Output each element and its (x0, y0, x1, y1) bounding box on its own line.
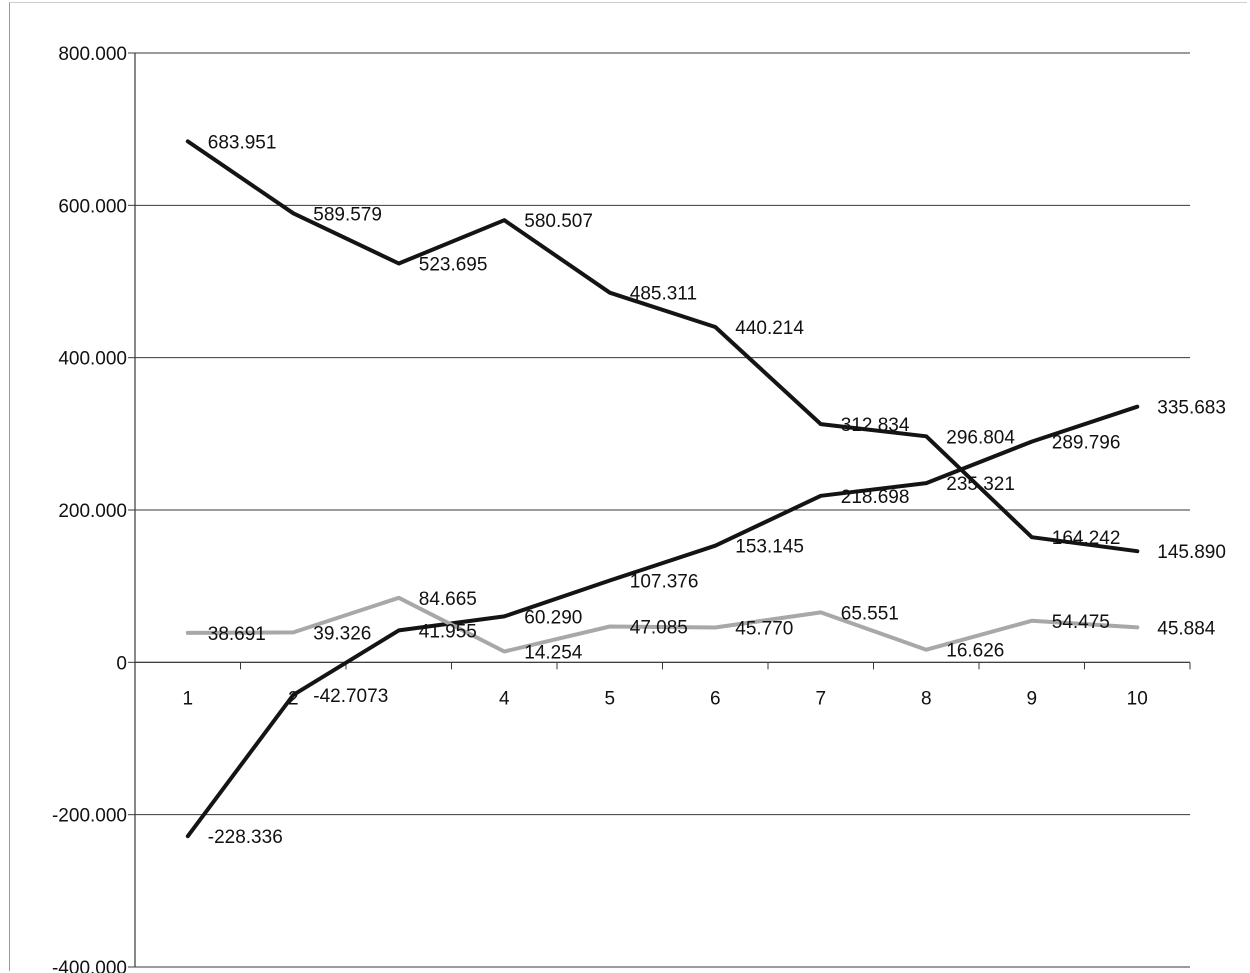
x-tick-label: 1 (182, 688, 193, 709)
y-tick-label: 600.000 (58, 196, 127, 217)
data-label: -228.336 (208, 827, 283, 848)
data-point (608, 291, 612, 295)
data-label: 16.626 (946, 641, 1004, 662)
x-tick-label: 10 (1127, 688, 1148, 709)
data-label: 164.242 (1052, 528, 1121, 549)
data-point (397, 261, 401, 265)
data-point (819, 610, 823, 614)
data-point (291, 211, 295, 215)
data-label: 523.695 (419, 254, 488, 275)
data-point (713, 625, 717, 629)
data-point (924, 481, 928, 485)
data-point (608, 579, 612, 583)
series-line-1 (185, 139, 1140, 554)
data-label: 296.804 (946, 427, 1015, 448)
data-label: 683.951 (208, 132, 277, 153)
x-tick-label: 5 (604, 688, 615, 709)
data-point (819, 494, 823, 498)
data-label: 54.475 (1052, 612, 1110, 633)
data-label: 39.326 (313, 623, 371, 644)
x-tick-label: 4 (499, 688, 510, 709)
data-label: 60.290 (524, 607, 582, 628)
data-label: 145.890 (1157, 542, 1226, 563)
data-label: 218.698 (841, 487, 910, 508)
data-label: 440.214 (735, 318, 804, 339)
data-point (502, 218, 506, 222)
data-point (1030, 619, 1034, 623)
y-tick-label: 0 (116, 653, 127, 674)
data-point (186, 631, 190, 635)
data-label: 580.507 (524, 211, 593, 232)
data-point (1135, 549, 1139, 553)
data-label: 107.376 (630, 572, 699, 593)
data-label: 153.145 (735, 537, 804, 558)
y-tick-label: 400.000 (58, 349, 127, 370)
x-tick-label: 2 (288, 688, 299, 709)
y-tick-label: -200.000 (52, 806, 127, 827)
data-label: 41.955 (419, 621, 477, 642)
data-point (1135, 405, 1139, 409)
data-point (819, 422, 823, 426)
data-point (186, 834, 190, 838)
x-tick-label: 7 (815, 688, 826, 709)
data-point (502, 614, 506, 618)
data-point (397, 596, 401, 600)
data-label: 335.683 (1157, 398, 1226, 419)
y-tick-label: 200.000 (58, 501, 127, 522)
data-point (1135, 625, 1139, 629)
data-point (502, 649, 506, 653)
data-point (1030, 440, 1034, 444)
data-point (1030, 535, 1034, 539)
x-tick-label: 8 (921, 688, 932, 709)
data-label: 312.834 (841, 415, 910, 436)
data-label: 65.551 (841, 603, 899, 624)
data-label: 289.796 (1052, 433, 1121, 454)
data-label: 235.321 (946, 474, 1015, 495)
data-point (291, 693, 295, 697)
data-label: 84.665 (419, 589, 477, 610)
data-label: 45.884 (1157, 618, 1216, 639)
data-point (713, 325, 717, 329)
data-point (924, 434, 928, 438)
y-tick-label: 800.000 (58, 44, 127, 65)
series-line-2 (185, 404, 1140, 839)
y-tick-label: -400.000 (52, 958, 127, 973)
data-point (713, 544, 717, 548)
x-tick-label: 6 (710, 688, 721, 709)
data-label: 38.691 (208, 624, 266, 645)
data-label: 47.085 (630, 617, 688, 638)
x-tick-label: 9 (1026, 688, 1037, 709)
chart-frame (9, 2, 1247, 971)
data-point (924, 648, 928, 652)
data-label: -42.7073 (313, 686, 388, 707)
data-point (608, 624, 612, 628)
data-label: 485.311 (630, 284, 697, 305)
series-line-3 (185, 595, 1140, 654)
data-label: 45.770 (735, 618, 793, 639)
data-label: 14.254 (524, 642, 583, 663)
data-point (397, 628, 401, 632)
data-point (186, 139, 190, 143)
data-label: 589.579 (313, 204, 382, 225)
data-point (291, 630, 295, 634)
